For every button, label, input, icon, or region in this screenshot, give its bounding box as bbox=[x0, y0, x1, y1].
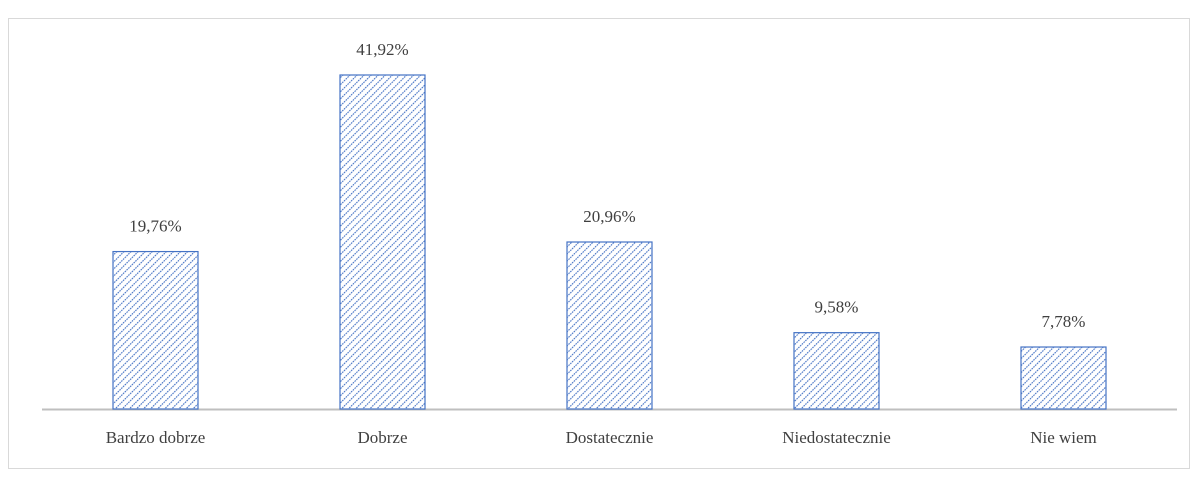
data-label: 7,78% bbox=[1042, 312, 1086, 331]
bar bbox=[566, 241, 653, 410]
data-label: 19,76% bbox=[129, 216, 181, 235]
x-tick-label: Nie wiem bbox=[1030, 428, 1097, 447]
x-tick-label: Dobrze bbox=[357, 428, 407, 447]
data-label: 9,58% bbox=[815, 298, 859, 317]
data-label: 20,96% bbox=[583, 207, 635, 226]
data-label: 41,92% bbox=[356, 40, 408, 59]
bar bbox=[339, 74, 426, 410]
bar bbox=[112, 250, 199, 410]
x-tick-label: Niedostatecznie bbox=[782, 428, 891, 447]
x-tick-label: Bardzo dobrze bbox=[106, 428, 206, 447]
bar bbox=[793, 332, 880, 410]
x-tick-label: Dostatecznie bbox=[566, 428, 654, 447]
bar bbox=[1020, 346, 1107, 410]
